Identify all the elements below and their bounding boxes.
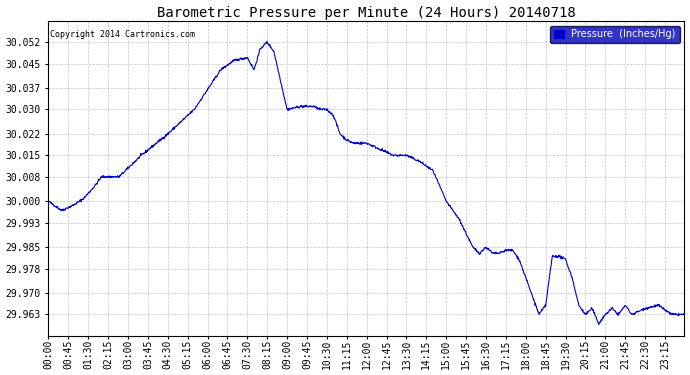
Legend: Pressure  (Inches/Hg): Pressure (Inches/Hg): [550, 26, 680, 44]
Text: Copyright 2014 Cartronics.com: Copyright 2014 Cartronics.com: [50, 30, 195, 39]
Title: Barometric Pressure per Minute (24 Hours) 20140718: Barometric Pressure per Minute (24 Hours…: [157, 6, 576, 20]
